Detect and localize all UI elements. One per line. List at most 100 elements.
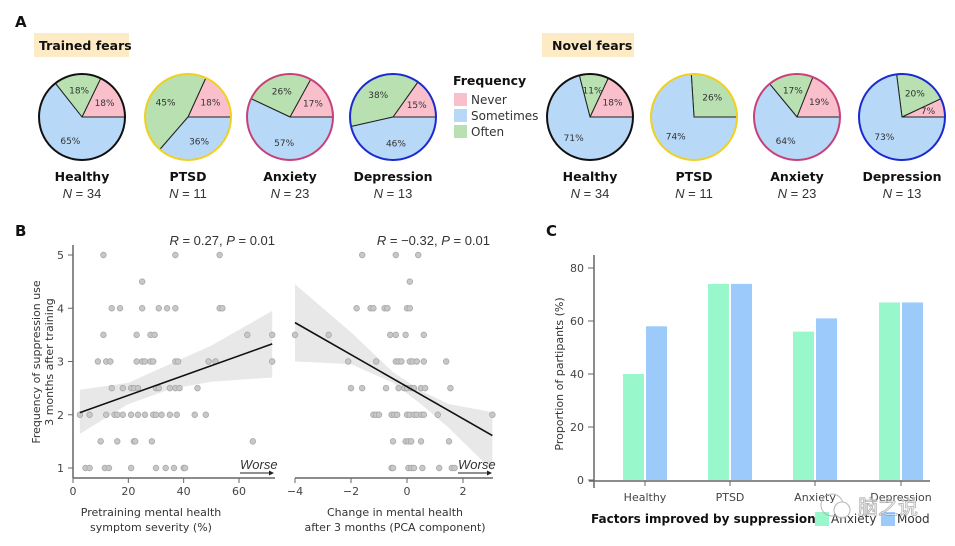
panel-letter-b: B: [15, 222, 26, 240]
pie-label-often: 18%: [69, 86, 89, 96]
scatter-point: [410, 464, 418, 472]
pie-label-sometimes: 71%: [564, 134, 584, 144]
scatter-point: [133, 331, 140, 339]
left-r-value: = 0.27,: [179, 233, 226, 248]
scatter-point: [138, 278, 146, 285]
pie-label-never: 17%: [303, 99, 323, 109]
scatter-point: [269, 358, 276, 365]
pie-border: [246, 73, 334, 161]
pie-label-never: 15%: [407, 101, 427, 111]
group-name: Healthy: [563, 169, 618, 184]
scatter-point: [419, 464, 426, 472]
bar-category-label: PTSD: [716, 491, 745, 504]
confidence-band: [295, 284, 493, 471]
scatter-point: [76, 411, 84, 418]
trained-fears-pies: 18% 18% 65% Healthy N = 34 18% 45% 36% PTSD N = 1…: [38, 73, 437, 201]
scatter-point: [119, 384, 126, 392]
legend-item-sometimes: Sometimes: [454, 109, 538, 123]
n-letter: N: [778, 186, 788, 201]
scatter-point: [97, 438, 104, 445]
y-tick-label: 1: [57, 462, 64, 475]
scatter-point: [489, 411, 496, 418]
group-n: N = 11: [675, 186, 713, 201]
n-letter: N: [169, 186, 179, 201]
legend-label-often: Often: [471, 125, 504, 139]
scatter-point: [86, 464, 93, 472]
pie-label-sometimes: 73%: [874, 133, 894, 143]
scatter-point: [443, 358, 450, 365]
frequency-legend: Frequency Never Sometimes Often: [453, 73, 538, 139]
pie-border: [349, 73, 437, 161]
bar-anxiety-healthy: [623, 374, 644, 480]
pie-label-sometimes: 46%: [386, 139, 406, 149]
scatter-point: [114, 438, 121, 445]
scatter-point: [408, 438, 415, 445]
legend-label-never: Never: [471, 93, 507, 107]
scatter-point: [244, 331, 251, 339]
group-n: N = 34: [63, 186, 102, 201]
regression-line: [79, 343, 273, 414]
scatter-point: [413, 358, 420, 365]
y-axis-title: Frequency of suppression use 3 months af…: [30, 280, 56, 444]
panel-letter-a: A: [15, 13, 27, 31]
scatter-point: [420, 411, 427, 418]
n-letter: N: [571, 186, 581, 201]
legend-swatch-often: [454, 125, 467, 138]
pie-ptsd: 26% 74% PTSD N = 11: [650, 73, 738, 201]
scatter-point: [166, 411, 174, 418]
scatter-point: [395, 384, 402, 392]
bar-mood-healthy: [646, 326, 667, 480]
scatter-point: [174, 358, 182, 365]
pie-depression: 15% 38% 46% Depression N = 13: [349, 73, 437, 201]
pie-border: [38, 73, 126, 161]
scatter-point: [415, 251, 422, 259]
scatter-point: [108, 384, 115, 392]
scatter-point: [86, 411, 93, 418]
y-axis-title-line-2: 3 months after training: [43, 298, 56, 426]
regression-line: [294, 321, 493, 437]
scatter-point: [436, 464, 443, 472]
scatter-point: [219, 305, 226, 312]
x-tick-label: 0: [70, 485, 77, 498]
pie-anxiety: 19% 17% 64% Anxiety N = 23: [753, 73, 841, 201]
right-r-value: = −0.32,: [386, 233, 441, 248]
y-tick-label: 3: [57, 356, 64, 369]
watermark-chat-icon-2: [833, 501, 851, 519]
scatter-point: [406, 278, 413, 285]
scatter-point: [155, 384, 162, 392]
bar-y-tick-label: 60: [570, 315, 584, 328]
scatter-point: [389, 438, 397, 445]
n-value: = 34: [580, 186, 609, 201]
scatter-point: [152, 464, 160, 472]
scatter-point: [420, 331, 427, 339]
scatter-point: [216, 251, 223, 259]
scatter-point: [108, 305, 115, 312]
bar-legend-swatch-anxiety: [815, 512, 829, 526]
scatter-point: [402, 331, 409, 339]
novel-fears-title: Novel fears: [552, 38, 632, 53]
pie-label-never: 18%: [200, 99, 220, 109]
group-name: Depression: [862, 169, 941, 184]
bar-y-tick-label: 0: [577, 474, 584, 487]
scatter-point: [141, 411, 149, 418]
x-tick-label: 2: [460, 485, 467, 498]
scatter-point: [162, 464, 169, 472]
n-letter: N: [374, 186, 384, 201]
scatter-point: [387, 331, 394, 339]
scatter-point: [384, 305, 391, 312]
scatter-point: [202, 411, 209, 418]
pie-ptsd: 18% 45% 36% PTSD N = 11: [144, 73, 232, 201]
scatter-point: [172, 251, 179, 259]
bar-anxiety-depression: [879, 302, 900, 480]
scatter-point: [291, 331, 299, 339]
left-x-axis-title-line-2: symptom severity (%): [90, 521, 212, 534]
pie-label-often: 17%: [783, 87, 803, 97]
worse-arrowhead-icon: [487, 470, 492, 476]
scatter-point: [406, 305, 413, 312]
scatter-point: [194, 384, 201, 392]
worse-arrowhead-icon: [269, 470, 274, 476]
right-correlation-stat: R = −0.32, P = 0.01: [377, 233, 490, 248]
pie-slice-sometimes: [350, 116, 437, 161]
left-p-value: = 0.01: [235, 233, 275, 248]
